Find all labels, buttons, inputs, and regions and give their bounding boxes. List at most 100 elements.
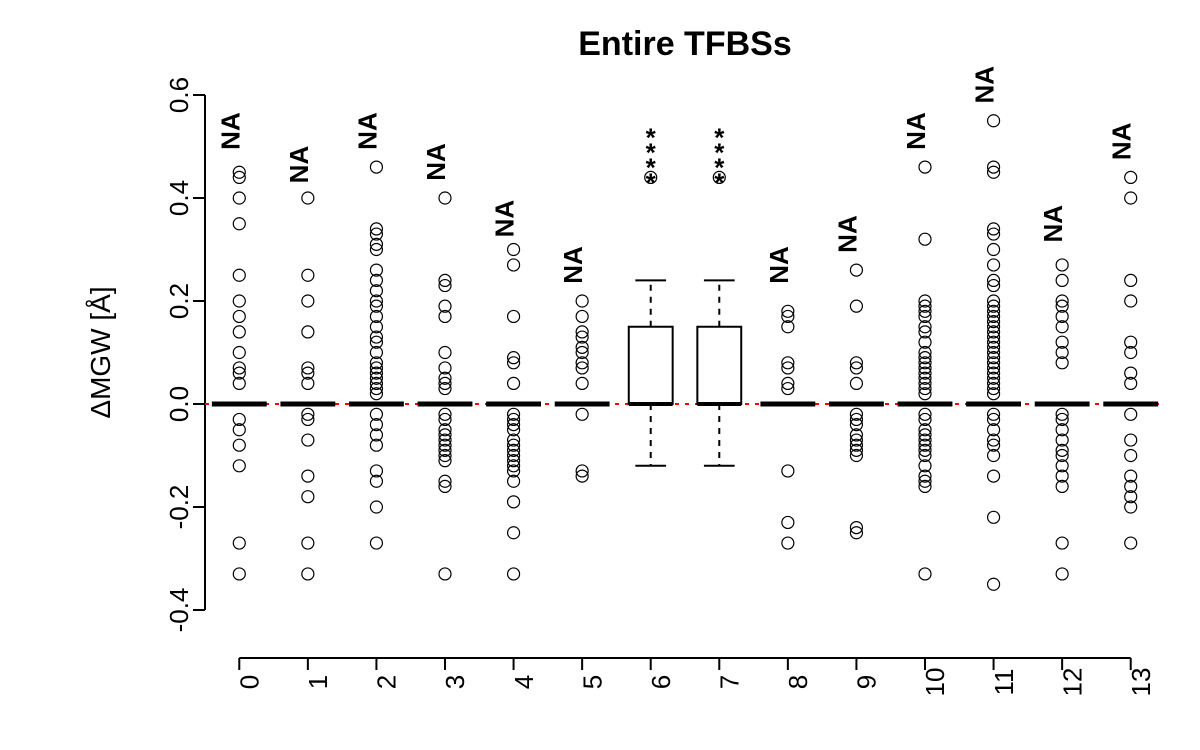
outlier-point xyxy=(233,218,245,230)
y-tick-label: 0.4 xyxy=(164,180,194,216)
outlier-point xyxy=(850,413,862,425)
outlier-point xyxy=(988,408,1000,420)
outlier-point xyxy=(782,516,794,528)
outlier-point xyxy=(576,377,588,389)
outlier-point xyxy=(233,192,245,204)
outlier-point xyxy=(439,280,451,292)
significance-label: NA xyxy=(1038,205,1068,243)
outlier-point xyxy=(1056,295,1068,307)
x-tick-label: 2 xyxy=(372,675,402,689)
outlier-point xyxy=(1125,408,1137,420)
outlier-point xyxy=(988,511,1000,523)
outlier-point xyxy=(233,326,245,338)
x-tick-label: 6 xyxy=(646,675,676,689)
outlier-point xyxy=(302,326,314,338)
outlier-point xyxy=(370,537,382,549)
outlier-point xyxy=(782,383,794,395)
outlier-point xyxy=(302,568,314,580)
outlier-point xyxy=(508,496,520,508)
outlier-point xyxy=(850,357,862,369)
outlier-point xyxy=(576,408,588,420)
outlier-point xyxy=(302,413,314,425)
significance-label: NA xyxy=(490,200,520,238)
outlier-point xyxy=(850,300,862,312)
outlier-point xyxy=(508,357,520,369)
outlier-point xyxy=(508,244,520,256)
outlier-point xyxy=(439,274,451,286)
x-tick-label: 3 xyxy=(440,675,470,689)
x-tick-label: 8 xyxy=(783,675,813,689)
x-tick-label: 7 xyxy=(714,675,744,689)
outlier-point xyxy=(1125,450,1137,462)
outlier-point xyxy=(233,362,245,374)
outlier-point xyxy=(1056,568,1068,580)
outlier-point xyxy=(782,357,794,369)
outlier-point xyxy=(439,347,451,359)
outlier-point xyxy=(1056,274,1068,286)
outlier-point xyxy=(919,233,931,245)
outlier-point xyxy=(439,475,451,487)
outlier-point xyxy=(302,192,314,204)
boxplot-chart: Entire TFBSs-0.4-0.20.00.20.40.6ΔMGW [Å]… xyxy=(0,0,1200,750)
outlier-point xyxy=(782,377,794,389)
outlier-point xyxy=(233,439,245,451)
outlier-point xyxy=(508,259,520,271)
outlier-point xyxy=(850,362,862,374)
outlier-point xyxy=(1056,408,1068,420)
outlier-point xyxy=(302,362,314,374)
outlier-point xyxy=(782,465,794,477)
y-tick-label: 0.6 xyxy=(164,77,194,113)
outlier-point xyxy=(850,377,862,389)
outlier-point xyxy=(988,228,1000,240)
outlier-point xyxy=(782,362,794,374)
outlier-point xyxy=(439,192,451,204)
significance-label: NA xyxy=(1107,122,1137,160)
outlier-point xyxy=(233,460,245,472)
outlier-point xyxy=(850,522,862,534)
outlier-point xyxy=(370,501,382,513)
outlier-point xyxy=(233,347,245,359)
outlier-point xyxy=(233,171,245,183)
outlier-point xyxy=(919,568,931,580)
outlier-point xyxy=(988,223,1000,235)
box xyxy=(697,327,741,404)
outlier-point xyxy=(508,377,520,389)
outlier-point xyxy=(233,537,245,549)
outlier-point xyxy=(1125,192,1137,204)
outlier-point xyxy=(302,269,314,281)
outlier-point xyxy=(1125,537,1137,549)
outlier-point xyxy=(1125,274,1137,286)
outlier-point xyxy=(302,408,314,420)
outlier-point xyxy=(439,568,451,580)
y-tick-label: -0.4 xyxy=(164,588,194,633)
chart-title: Entire TFBSs xyxy=(578,25,791,63)
x-tick-label: 12 xyxy=(1057,668,1087,697)
significance-label: * xyxy=(646,168,657,198)
outlier-point xyxy=(988,259,1000,271)
significance-label: NA xyxy=(970,66,1000,104)
significance-label: NA xyxy=(832,215,862,253)
outlier-point xyxy=(508,352,520,364)
outlier-point xyxy=(1125,295,1137,307)
y-axis-label: ΔMGW [Å] xyxy=(85,286,116,418)
outlier-point xyxy=(919,475,931,487)
x-tick-label: 0 xyxy=(234,675,264,689)
chart-container: { "title": "Entire TFBSs", "ylabel": "\u… xyxy=(0,0,1200,750)
outlier-point xyxy=(370,244,382,256)
outlier-point xyxy=(576,295,588,307)
outlier-point xyxy=(576,362,588,374)
outlier-point xyxy=(508,310,520,322)
outlier-point xyxy=(988,166,1000,178)
outlier-point xyxy=(782,537,794,549)
significance-label: * xyxy=(714,168,725,198)
x-tick-label: 13 xyxy=(1126,668,1156,697)
significance-label: NA xyxy=(352,112,382,150)
x-tick-label: 9 xyxy=(852,675,882,689)
outlier-point xyxy=(302,470,314,482)
y-tick-label: 0.0 xyxy=(164,386,194,422)
x-tick-label: 4 xyxy=(509,675,539,689)
outlier-point xyxy=(782,305,794,317)
outlier-point xyxy=(988,274,1000,286)
outlier-point xyxy=(233,295,245,307)
outlier-point xyxy=(233,166,245,178)
